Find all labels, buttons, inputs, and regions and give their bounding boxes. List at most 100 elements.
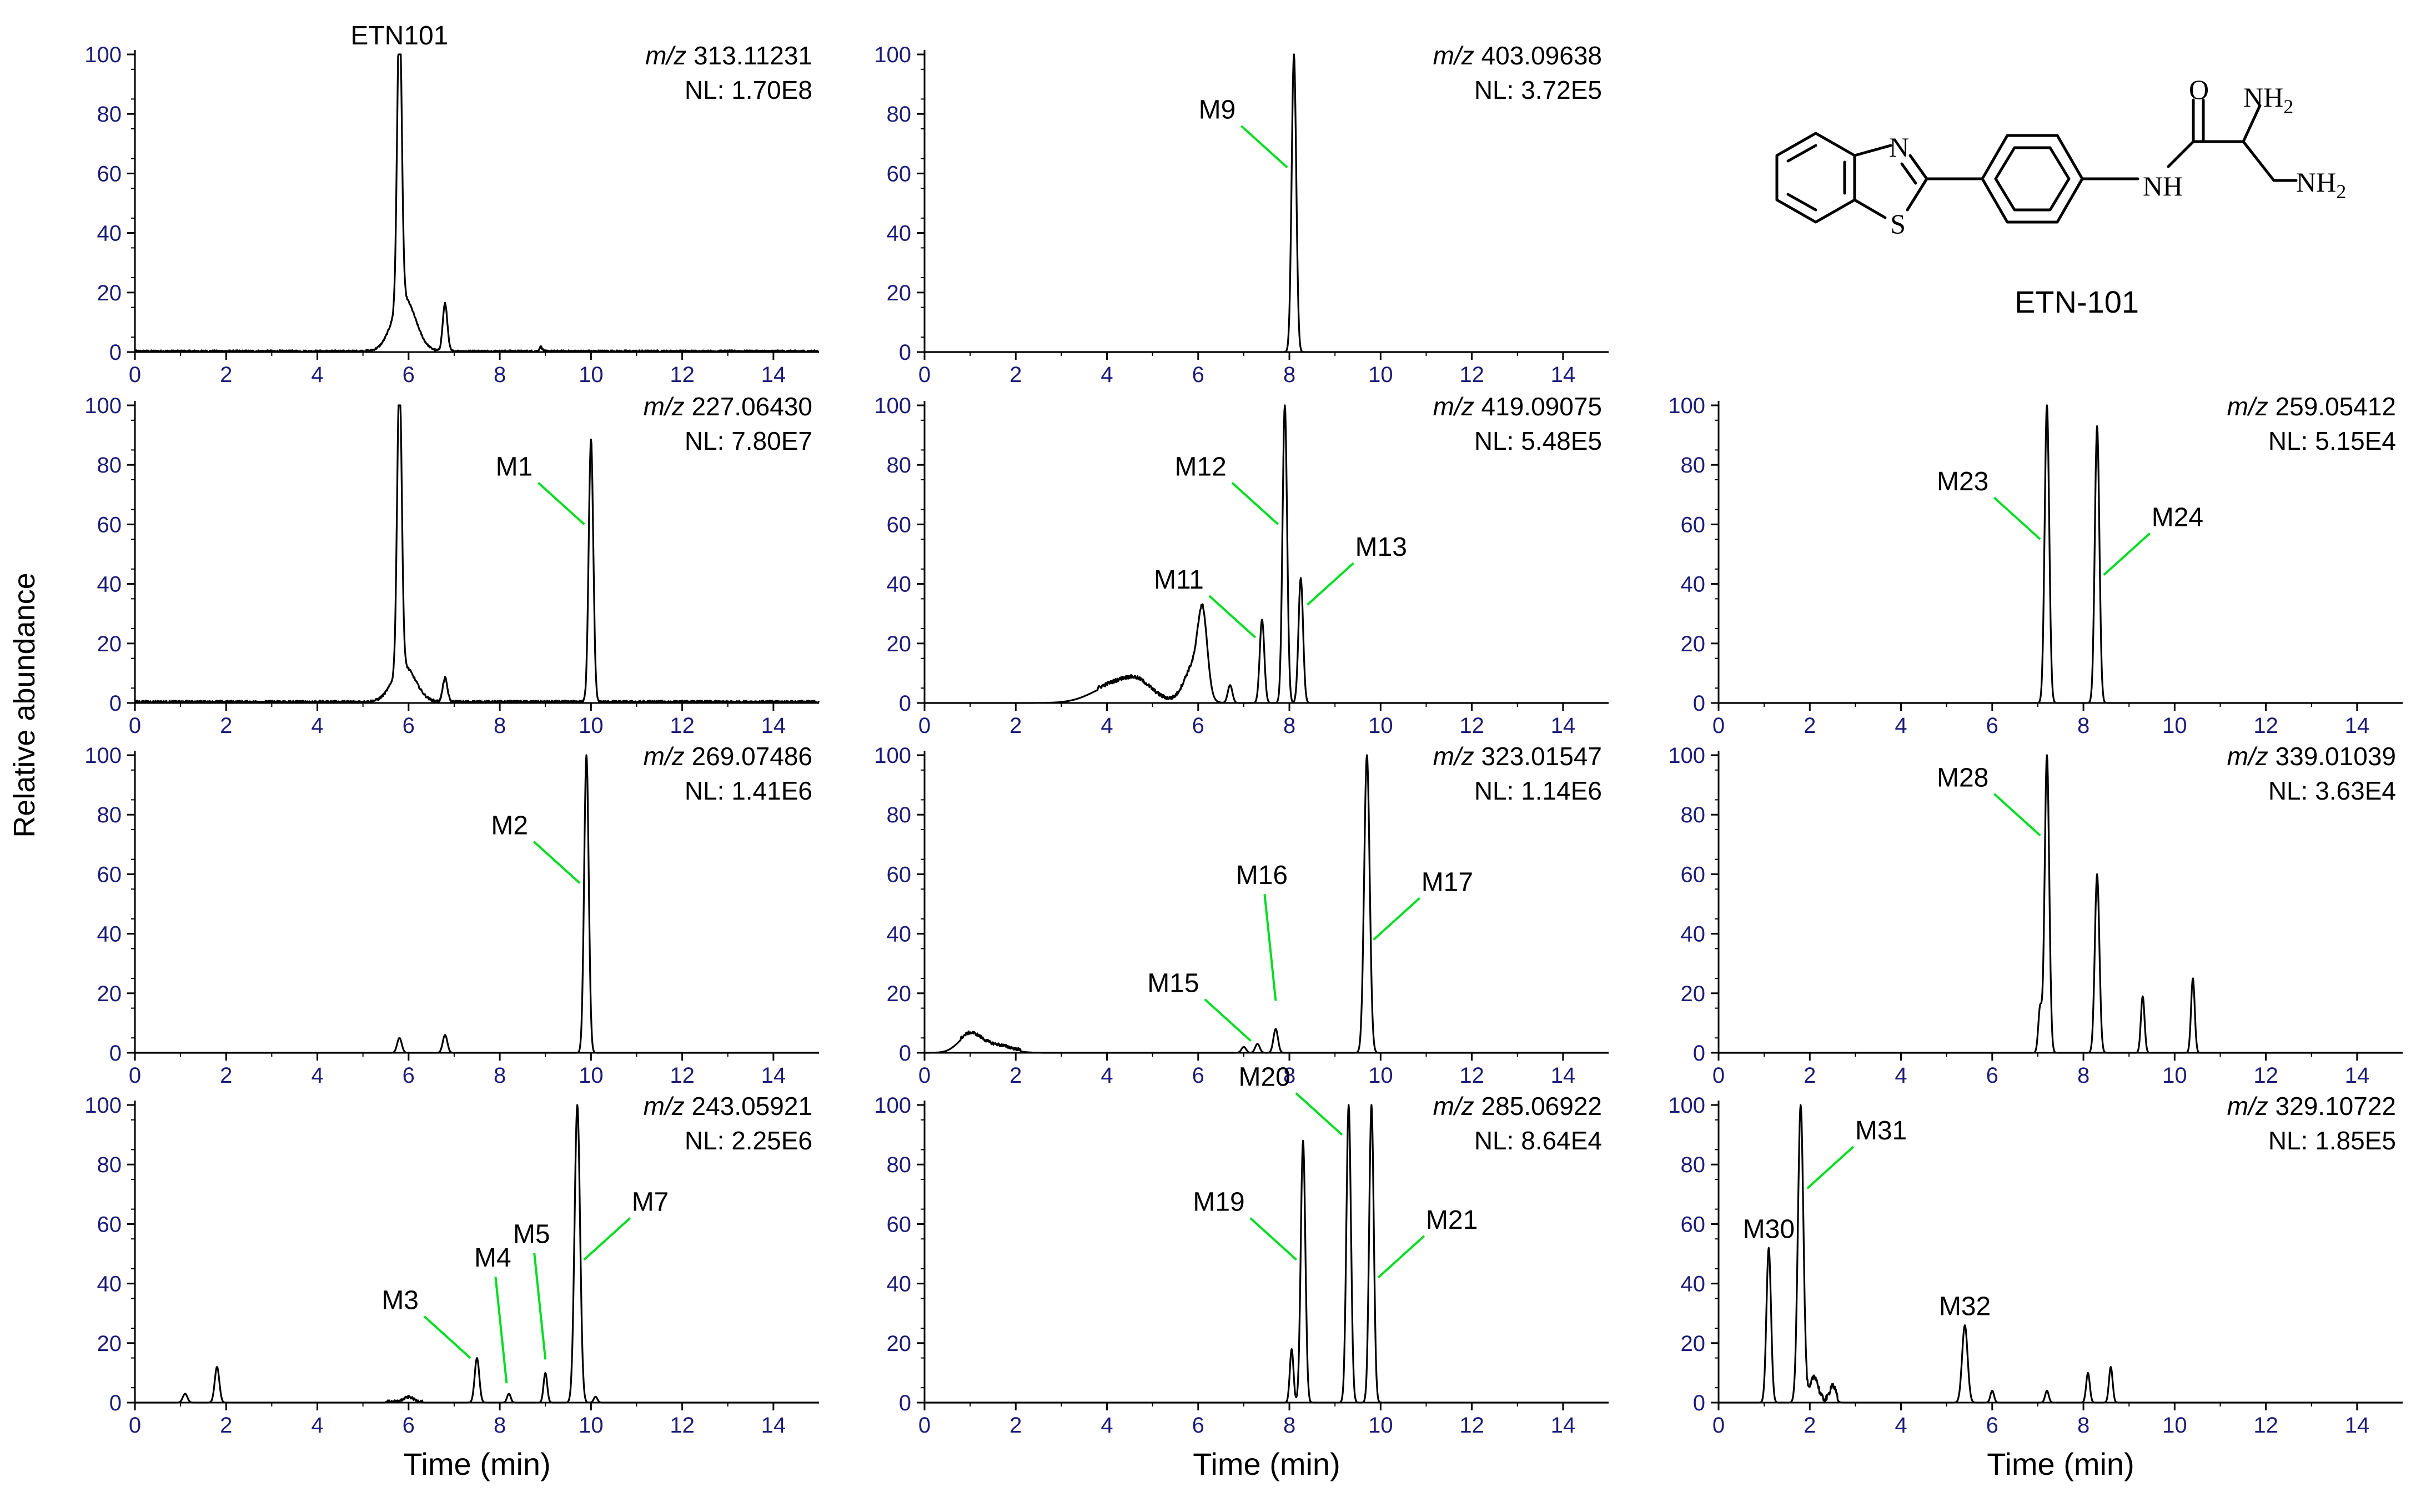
- peak-label: M21: [1426, 1205, 1478, 1235]
- peak-label: M13: [1355, 533, 1407, 562]
- atom-s: S: [1890, 208, 1906, 239]
- x-tick-label: 2: [220, 714, 232, 738]
- peak-leader-line: [1295, 1092, 1343, 1136]
- x-tick-label: 14: [2345, 714, 2370, 738]
- x-tick-label: 0: [918, 1413, 931, 1438]
- peak-label: M4: [474, 1243, 511, 1273]
- peak-leader-line: [537, 481, 585, 525]
- peak-leader-line: [1377, 1235, 1425, 1279]
- x-tick-label: 10: [2162, 1413, 2187, 1438]
- x-tick-label: 12: [1459, 1063, 1484, 1088]
- chromatogram-panel: 0 20 40 60 80 100 0 2 4 6 8 10 12 14 m/z 419.09075 NL: …: [874, 392, 1609, 738]
- peak-label: M30: [1743, 1214, 1795, 1244]
- y-tick-label: 100: [1668, 744, 1705, 768]
- phenyl-inner-ring: [1994, 146, 2071, 212]
- y-tick-label: 40: [1681, 572, 1706, 597]
- peak-leader-line: [423, 1315, 471, 1359]
- x-tick-label: 4: [1101, 1413, 1113, 1438]
- y-tick-label: 100: [874, 744, 911, 768]
- x-tick-label: 2: [1009, 714, 1022, 738]
- y-tick-label: 60: [1681, 862, 1706, 887]
- x-tick-label: 14: [761, 363, 786, 387]
- peak-label: M23: [1937, 467, 1988, 496]
- peak-label: M15: [1147, 969, 1199, 998]
- y-tick-label: 60: [1681, 513, 1706, 537]
- y-tick-label: 100: [84, 394, 122, 418]
- mz-value: m/z 339.01039: [2227, 742, 2396, 771]
- x-axis-label: Time (min): [1193, 1446, 1340, 1481]
- x-tick-label: 6: [1192, 1063, 1204, 1088]
- y-tick-label: 20: [887, 281, 912, 305]
- y-tick-label: 40: [97, 222, 122, 246]
- y-tick-label: 100: [84, 1093, 122, 1118]
- x-tick-label: 12: [2253, 1413, 2278, 1438]
- x-tick-label: 4: [311, 1063, 323, 1088]
- y-tick-label: 80: [97, 102, 122, 127]
- peak-leader-line: [1307, 562, 1354, 606]
- chromatogram-trace: [134, 754, 820, 1054]
- x-tick-label: 10: [579, 1063, 604, 1088]
- amide-c-bond: [2167, 140, 2195, 168]
- chromatogram-panel: 0 20 40 60 80 100 0 2 4 6 8 10 12 14 m/z 269.07486 NL: …: [84, 742, 820, 1088]
- x-tick-label: 14: [1551, 1413, 1576, 1438]
- nl-value: NL: 5.15E4: [2268, 426, 2396, 455]
- chromatogram-panel: 0 20 40 60 80 100 0 2 4 6 8 10 12 14 Time (min) m/z 243…: [84, 1092, 820, 1481]
- y-tick-label: 40: [887, 572, 912, 597]
- x-axis-label: Time (min): [1987, 1446, 2134, 1481]
- thiazole-bond-cn: [1853, 144, 1892, 157]
- x-tick-label: 8: [1283, 363, 1295, 387]
- y-tick-label: 0: [109, 691, 122, 716]
- x-tick-label: 2: [1009, 363, 1022, 387]
- x-tick-label: 10: [579, 714, 604, 738]
- x-tick-label: 12: [2253, 714, 2278, 738]
- x-tick-label: 6: [1192, 1413, 1204, 1438]
- x-tick-label: 12: [670, 714, 695, 738]
- x-tick-label: 8: [494, 1413, 506, 1438]
- nl-value: NL: 1.41E6: [685, 776, 812, 805]
- x-tick-label: 0: [918, 714, 931, 738]
- atom-nh2-top: NH2: [2243, 82, 2293, 118]
- y-tick-label: 40: [887, 1272, 912, 1297]
- x-tick-label: 6: [1986, 1413, 1998, 1438]
- x-tick-label: 2: [220, 1413, 232, 1438]
- x-tick-label: 14: [1551, 363, 1576, 387]
- peak-leader-line: [1208, 595, 1257, 639]
- y-tick-label: 80: [887, 1153, 912, 1177]
- y-tick-label: 60: [887, 862, 912, 887]
- x-tick-label: 12: [1459, 363, 1484, 387]
- x-tick-label: 14: [761, 714, 786, 738]
- chromatogram-panel: 0 20 40 60 80 100 0 2 4 6 8 10 12 14 m/z 339.01039 NL: …: [1668, 742, 2403, 1088]
- x-tick-label: 2: [1009, 1063, 1022, 1088]
- y-tick-label: 20: [1681, 982, 1706, 1006]
- y-tick-label: 80: [97, 803, 122, 827]
- chromatogram-panel: 0 20 40 60 80 100 0 2 4 6 8 10 12 14 m/z 259.05412 NL: …: [1668, 392, 2403, 738]
- peak-leader-line: [533, 1253, 547, 1360]
- nl-value: NL: 1.14E6: [1474, 776, 1602, 805]
- x-axis-label: Time (min): [403, 1446, 550, 1481]
- chromatogram-trace: [924, 1104, 1609, 1404]
- x-tick-label: 2: [220, 363, 232, 387]
- nl-value: NL: 8.64E4: [1474, 1126, 1602, 1155]
- y-tick-label: 80: [887, 102, 912, 127]
- x-tick-label: 6: [403, 714, 415, 738]
- x-tick-label: 4: [1101, 1063, 1113, 1088]
- x-tick-label: 8: [494, 363, 506, 387]
- x-tick-label: 12: [670, 363, 695, 387]
- mz-value: m/z 419.09075: [1433, 392, 1602, 421]
- y-tick-label: 0: [1693, 1391, 1705, 1415]
- y-tick-label: 0: [899, 1041, 911, 1066]
- peak-label: M11: [1154, 565, 1204, 595]
- y-tick-label: 80: [1681, 803, 1706, 827]
- y-tick-label: 0: [109, 1041, 122, 1066]
- x-tick-label: 10: [2162, 714, 2187, 738]
- peak-leader-line: [1240, 125, 1288, 169]
- y-tick-label: 60: [1681, 1212, 1706, 1237]
- mz-value: m/z 269.07486: [644, 742, 812, 771]
- peak-label: M7: [632, 1188, 669, 1217]
- x-tick-label: 14: [2345, 1413, 2370, 1438]
- ch2-bond: [2242, 140, 2276, 182]
- x-tick-label: 8: [1283, 1413, 1295, 1438]
- chromatogram-trace: [134, 404, 820, 704]
- mz-value: m/z 227.06430: [644, 392, 812, 421]
